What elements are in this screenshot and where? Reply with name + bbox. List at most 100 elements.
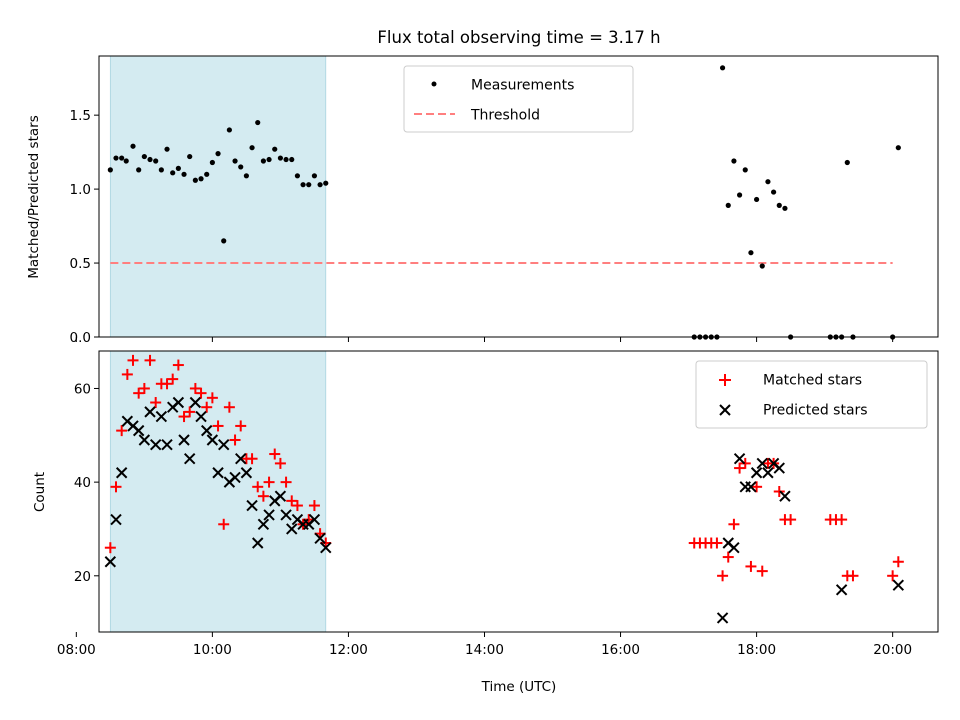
measurement-point xyxy=(249,145,255,151)
count-legend: Matched stars Predicted stars xyxy=(695,360,928,429)
ratio-panel: 0.0 0.5 1.0 1.5 Flux total observing time =… xyxy=(26,28,939,346)
matched-star-point xyxy=(887,570,899,582)
count-x-ticks: 08:00 10:00 12:00 14:00 16:00 18:00 20:00 xyxy=(57,632,912,658)
matched-star-point xyxy=(110,481,122,493)
measurement-point xyxy=(266,156,272,163)
matched-star-point xyxy=(172,359,184,371)
x-stroke-b xyxy=(206,434,219,446)
count-legend-box xyxy=(695,360,928,429)
x-stroke-b xyxy=(132,424,145,437)
measurement-point xyxy=(198,176,204,182)
measurement-point xyxy=(226,127,232,133)
measurement-point xyxy=(130,143,136,149)
matched-star-point xyxy=(235,420,247,432)
measurement-point xyxy=(260,158,266,164)
measurement-point xyxy=(719,65,726,71)
x-stroke-b xyxy=(291,513,304,526)
x-stroke-b xyxy=(767,457,780,470)
x-stroke-b xyxy=(110,513,122,526)
measurement-point xyxy=(215,151,221,157)
measurement-point xyxy=(232,158,238,164)
legend-label-predicted-stars: Predicted stars xyxy=(763,403,868,419)
measurement-point xyxy=(742,167,748,173)
x-stroke-b xyxy=(716,612,729,624)
matched-star-point xyxy=(717,570,729,582)
matched-star-point xyxy=(745,560,757,572)
predicted-star-point xyxy=(240,467,253,479)
predicted-star-point xyxy=(229,471,241,484)
x-stroke-b xyxy=(183,453,196,465)
legend-label-measurements: Measurements xyxy=(471,78,574,94)
x-stroke-b xyxy=(762,467,774,479)
measurement-point xyxy=(141,153,147,160)
x-tick-label: 18:00 xyxy=(737,642,776,658)
matched-star-point xyxy=(178,411,190,423)
matched-star-point xyxy=(218,518,230,530)
x-stroke-b xyxy=(127,420,139,432)
x-stroke-b xyxy=(235,453,247,465)
matched-star-point xyxy=(206,392,218,404)
matched-star-point xyxy=(133,387,145,399)
matched-star-point xyxy=(161,378,173,390)
count-points xyxy=(104,354,905,624)
x-stroke-b xyxy=(218,438,230,451)
matched-star-point xyxy=(195,387,207,399)
predicted-star-point xyxy=(728,541,740,554)
y-tick-label: 40 xyxy=(74,475,91,491)
x-stroke-b xyxy=(892,579,905,591)
x-stroke-b xyxy=(257,518,270,530)
matched-star-point xyxy=(201,401,213,413)
predicted-star-point xyxy=(155,410,168,423)
measurement-point xyxy=(243,173,249,179)
measurement-point xyxy=(221,238,227,244)
x-stroke-b xyxy=(280,509,292,521)
x-stroke-b xyxy=(229,471,241,484)
measurement-point xyxy=(323,180,329,186)
count-plot-frame xyxy=(98,350,939,633)
measurement-point xyxy=(306,182,312,188)
matched-star-point xyxy=(280,476,292,488)
matched-star-point xyxy=(189,382,201,394)
matched-star-point xyxy=(121,368,133,380)
predicted-star-point xyxy=(733,453,746,465)
predicted-star-point xyxy=(779,490,791,502)
measurement-point xyxy=(192,177,198,183)
matched-star-point xyxy=(252,481,264,493)
legend-label-threshold: Threshold xyxy=(470,108,540,124)
matched-star-point xyxy=(847,570,859,582)
x-tick-label: 16:00 xyxy=(601,642,640,658)
matched-star-point xyxy=(291,500,303,512)
matched-star-point xyxy=(229,434,241,446)
matched-star-point xyxy=(212,420,224,432)
predicted-star-point xyxy=(218,438,230,451)
predicted-star-point xyxy=(189,396,202,409)
matched-star-point xyxy=(286,495,298,507)
measurement-point xyxy=(187,153,193,160)
legend-dot-marker xyxy=(431,81,437,87)
matched-star-point xyxy=(104,542,116,554)
measurement-point xyxy=(164,146,170,152)
x-stroke-b xyxy=(314,532,326,545)
measurement-point xyxy=(181,171,187,177)
y-tick-label: 1.0 xyxy=(70,182,91,198)
x-stroke-b xyxy=(172,396,185,409)
x-stroke-b xyxy=(252,537,264,549)
matched-star-point xyxy=(711,537,723,549)
legend-x-marker xyxy=(719,404,731,416)
x-stroke-b xyxy=(195,410,207,423)
predicted-star-point xyxy=(314,532,326,545)
predicted-star-point xyxy=(773,462,785,474)
x-stroke-b xyxy=(750,467,763,479)
y-tick-label: 0.0 xyxy=(70,330,91,346)
matched-star-point xyxy=(892,556,904,568)
x-stroke-b xyxy=(745,481,757,493)
matched-star-point xyxy=(269,448,281,460)
predicted-star-point xyxy=(178,434,190,446)
legend-label-matched-stars: Matched stars xyxy=(763,373,862,389)
y-tick-label: 0.5 xyxy=(70,256,91,272)
predicted-star-point xyxy=(892,579,905,591)
matched-star-point xyxy=(263,476,275,488)
x-stroke-b xyxy=(121,415,134,427)
matched-star-point xyxy=(257,490,269,502)
measurement-point xyxy=(759,263,765,269)
